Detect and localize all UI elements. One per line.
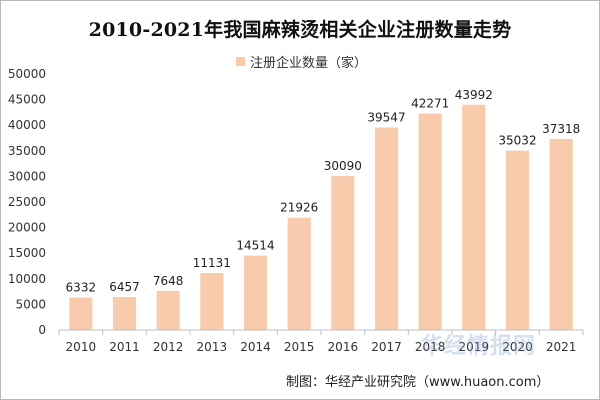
y-tick-label: 15000 bbox=[8, 246, 46, 260]
bar-2012 bbox=[156, 290, 180, 330]
data-label: 21926 bbox=[280, 201, 318, 215]
legend-label: 注册企业数量（家） bbox=[250, 55, 368, 71]
watermark: 华经情报网 bbox=[421, 334, 537, 359]
x-tick-label: 2018 bbox=[415, 340, 446, 354]
y-tick-label: 45000 bbox=[8, 93, 46, 107]
data-label: 39547 bbox=[367, 111, 405, 125]
data-label: 35032 bbox=[498, 134, 536, 148]
data-label: 6332 bbox=[66, 281, 97, 295]
data-labels: 6332 6457 7648 11131 14514 21926 30090 39547 422… bbox=[66, 88, 581, 295]
bar-series bbox=[69, 104, 573, 331]
bar-2020 bbox=[505, 150, 530, 330]
bar-2016 bbox=[331, 175, 355, 330]
x-tick-label: 2016 bbox=[328, 340, 359, 354]
data-label: 37318 bbox=[542, 122, 580, 136]
x-tick-label: 2012 bbox=[153, 340, 184, 354]
chart-title: 2010-2021年我国麻辣烫相关企业注册数量走势 bbox=[88, 19, 512, 41]
y-tick-label: 40000 bbox=[8, 118, 46, 132]
data-label: 30090 bbox=[324, 159, 362, 173]
bar-2017 bbox=[374, 127, 399, 330]
x-tick-label: 2020 bbox=[502, 340, 533, 354]
x-axis: 2010 2011 2012 2013 2014 2015 2016 2017 2018 2019… bbox=[58, 329, 584, 354]
bar-2019 bbox=[462, 104, 486, 331]
bar-2013 bbox=[200, 273, 224, 330]
legend-swatch bbox=[236, 56, 245, 66]
bar-2021 bbox=[549, 138, 573, 330]
y-axis: 0 5000 10000 15000 20000 25000 30000 35000 40000… bbox=[8, 67, 46, 337]
y-tick-label: 5000 bbox=[15, 297, 46, 311]
y-tick-label: 30000 bbox=[8, 169, 46, 183]
data-label: 42271 bbox=[411, 97, 449, 111]
bar-2014 bbox=[243, 255, 268, 330]
x-tick-label: 2021 bbox=[546, 340, 577, 354]
y-tick-label: 50000 bbox=[8, 67, 46, 81]
bar-2011 bbox=[112, 296, 137, 330]
x-tick-label: 2019 bbox=[459, 340, 490, 354]
x-tick-label: 2010 bbox=[66, 340, 97, 354]
data-label: 6457 bbox=[109, 280, 140, 294]
data-label: 7648 bbox=[153, 274, 184, 288]
data-label: 43992 bbox=[455, 88, 493, 102]
x-tick-label: 2014 bbox=[240, 340, 271, 354]
x-tick-label: 2017 bbox=[371, 340, 402, 354]
y-tick-label: 0 bbox=[38, 323, 46, 337]
bar-2018 bbox=[418, 113, 442, 330]
x-tick-label: 2011 bbox=[109, 340, 140, 354]
y-tick-label: 10000 bbox=[8, 272, 46, 286]
bar-2010 bbox=[69, 297, 93, 330]
data-label: 11131 bbox=[193, 256, 231, 270]
y-tick-label: 25000 bbox=[8, 195, 46, 209]
bar-2015 bbox=[287, 217, 311, 330]
source-note: 制图：华经产业研究院（www.huaon.com） bbox=[286, 375, 550, 390]
data-label: 14514 bbox=[236, 239, 274, 253]
y-tick-label: 35000 bbox=[8, 144, 46, 158]
y-tick-label: 20000 bbox=[8, 221, 46, 235]
x-tick-label: 2015 bbox=[284, 340, 315, 354]
x-tick-label: 2013 bbox=[197, 340, 228, 354]
legend: 注册企业数量（家） bbox=[236, 52, 368, 71]
